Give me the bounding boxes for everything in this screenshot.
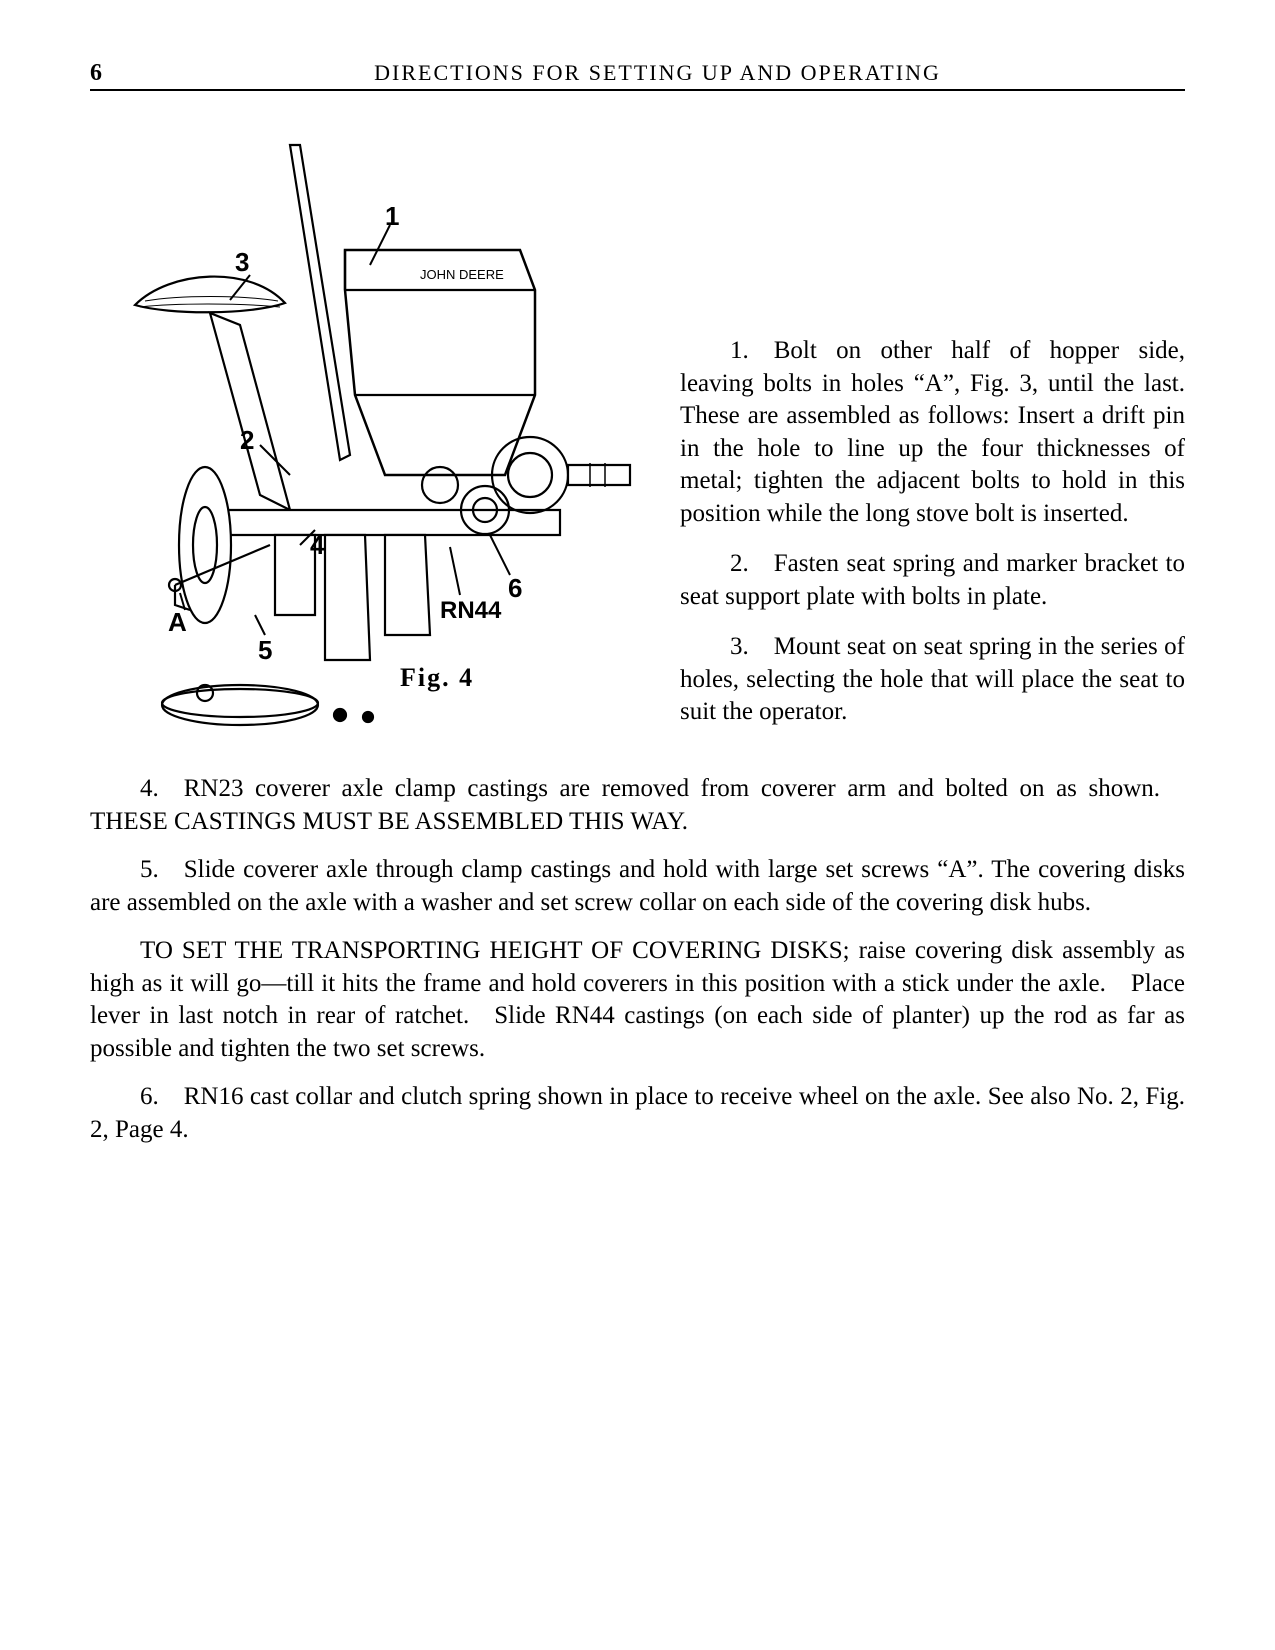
callout-5: 5 (258, 635, 272, 666)
instruction-1: 1. Bolt on other half of hopper side, le… (680, 335, 1185, 530)
figure-caption: Fig. 4 (400, 663, 474, 693)
svg-text:JOHN DEERE: JOHN DEERE (420, 267, 504, 282)
page-number: 6 (90, 60, 130, 87)
figure-and-text-row: JOHN DEERE (90, 115, 1185, 755)
rn44-label: RN44 (440, 597, 501, 625)
body-text: 4. RN23 coverer axle clamp castings are … (90, 773, 1185, 1146)
figure-4: JOHN DEERE (90, 115, 650, 755)
document-page: 6 DIRECTIONS FOR SETTING UP AND OPERATIN… (0, 0, 1275, 1222)
instruction-5: 5. Slide coverer axle through clamp cast… (90, 854, 1185, 919)
callout-4: 4 (310, 530, 324, 561)
instruction-2: 2. Fasten seat spring and marker bracket… (680, 548, 1185, 613)
callout-1: 1 (385, 201, 399, 232)
callout-3: 3 (235, 247, 249, 278)
callout-6: 6 (508, 573, 522, 604)
callout-A: A (168, 607, 187, 638)
callout-2: 2 (240, 425, 254, 456)
instruction-3: 3. Mount seat on seat spring in the seri… (680, 631, 1185, 729)
right-column-text: 1. Bolt on other half of hopper side, le… (680, 115, 1185, 747)
running-title: DIRECTIONS FOR SETTING UP AND OPERATING (130, 60, 1185, 86)
transport-height: TO SET THE TRANSPORTING HEIGHT OF COVERI… (90, 935, 1185, 1065)
planter-illustration: JOHN DEERE (90, 115, 650, 755)
instruction-6: 6. RN16 cast collar and clutch spring sh… (90, 1081, 1185, 1146)
page-header: 6 DIRECTIONS FOR SETTING UP AND OPERATIN… (90, 60, 1185, 91)
instruction-4: 4. RN23 coverer axle clamp castings are … (90, 773, 1185, 838)
